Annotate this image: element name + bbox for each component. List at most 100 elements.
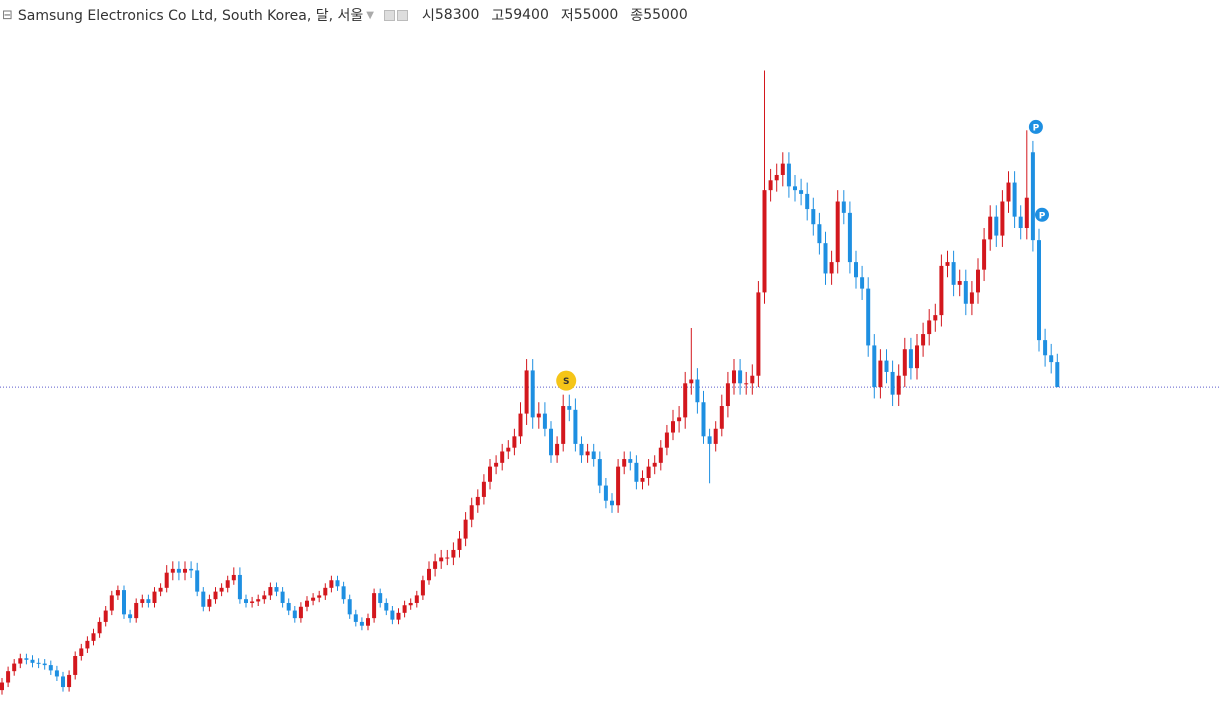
candle-body — [244, 599, 248, 603]
legend-header: ⊟ Samsung Electronics Co Ltd, South Kore… — [0, 5, 688, 25]
candle-body — [189, 568, 194, 571]
candle-body — [640, 477, 645, 482]
candle-body — [323, 587, 328, 596]
candle-body — [561, 406, 566, 444]
candle-body — [48, 665, 53, 671]
candle-body — [298, 606, 303, 619]
candle-body — [945, 262, 950, 266]
marker-label: S — [563, 377, 569, 387]
marker — [556, 370, 577, 391]
candle-body — [335, 580, 340, 587]
candle-body — [488, 466, 492, 482]
candle-body — [732, 370, 736, 384]
candle-body — [1024, 197, 1029, 229]
ohlc-value: 59400 — [504, 7, 549, 23]
candle-body — [231, 574, 236, 581]
candle-body — [671, 421, 675, 433]
candle-body — [762, 190, 767, 293]
candle-body — [744, 383, 749, 385]
ohlc-label: 종 — [630, 8, 644, 24]
candle-body — [915, 345, 919, 369]
collapse-icon[interactable]: ⊟ — [2, 7, 13, 23]
candle-body — [988, 216, 993, 240]
candle-body — [103, 610, 108, 622]
candle-body — [719, 406, 724, 429]
candle-body — [286, 602, 291, 611]
candle-body — [610, 500, 614, 506]
candle-body — [591, 451, 596, 460]
candle-body — [902, 349, 907, 376]
candle-body — [805, 193, 810, 210]
candle-body — [207, 599, 212, 607]
candle-body — [1043, 340, 1048, 356]
candle-body — [494, 462, 499, 467]
candle-body — [341, 586, 346, 600]
candle-body — [854, 262, 858, 278]
icon[interactable] — [396, 9, 408, 21]
candle-body — [0, 682, 4, 691]
candle-body — [475, 496, 480, 506]
candle-body — [24, 658, 29, 660]
candle-body — [951, 262, 956, 285]
ohlc-label: 시 — [421, 8, 435, 24]
candle-body — [896, 375, 901, 395]
candle-body — [1006, 182, 1011, 202]
candle-body — [30, 659, 35, 663]
candle-body — [628, 459, 633, 463]
candle-body — [170, 568, 175, 573]
candle-body — [219, 587, 224, 592]
chart-title: Samsung Electronics Co Ltd, South Korea,… — [17, 8, 364, 24]
candle-body — [353, 614, 358, 622]
candle-body — [359, 621, 364, 626]
candle-body — [524, 370, 529, 414]
candle-body — [866, 288, 871, 346]
candle-body — [683, 383, 688, 418]
candle-body — [457, 538, 462, 550]
candle-body — [201, 591, 206, 607]
candle-body — [256, 599, 261, 602]
icon[interactable] — [383, 9, 395, 21]
candle-body — [701, 402, 706, 437]
candle-body — [463, 519, 468, 539]
candle-body — [195, 570, 200, 592]
candle-body — [597, 459, 602, 486]
candle-body — [1049, 355, 1054, 363]
candle-body — [6, 671, 11, 683]
candle-body — [85, 640, 90, 649]
marker-label: P — [1039, 211, 1046, 221]
candle-body — [122, 590, 126, 615]
dropdown-arrow[interactable]: ▼ — [366, 9, 374, 21]
candle-body — [573, 409, 578, 444]
candle-body — [536, 413, 541, 418]
candle-body — [274, 587, 279, 592]
candle-body — [36, 662, 41, 664]
candle-body — [1037, 240, 1041, 341]
candle-body — [311, 597, 316, 601]
candle-body — [500, 451, 505, 463]
candle-body — [372, 593, 377, 619]
candle-body — [811, 209, 816, 225]
candle-body — [445, 557, 450, 559]
candle-body — [427, 568, 431, 581]
marker-label: P — [1033, 123, 1040, 133]
candle-body — [835, 201, 840, 263]
candle-body — [707, 436, 712, 444]
candle-body — [262, 595, 267, 600]
candle-body — [567, 406, 572, 410]
candle-body — [646, 466, 651, 478]
ohlc-label: 저 — [560, 8, 574, 24]
candle-body — [799, 190, 804, 194]
candle-body — [817, 224, 822, 244]
candle-body — [579, 443, 584, 456]
candle-body — [115, 590, 120, 596]
candle-body — [134, 602, 139, 619]
candle-body — [969, 292, 974, 304]
candle-body — [91, 633, 96, 641]
candle-body — [225, 580, 230, 588]
candle-body — [1055, 362, 1060, 388]
candle-body — [549, 428, 553, 456]
candle-body — [408, 602, 413, 606]
candle-body — [347, 599, 352, 615]
candle-body — [176, 568, 181, 573]
